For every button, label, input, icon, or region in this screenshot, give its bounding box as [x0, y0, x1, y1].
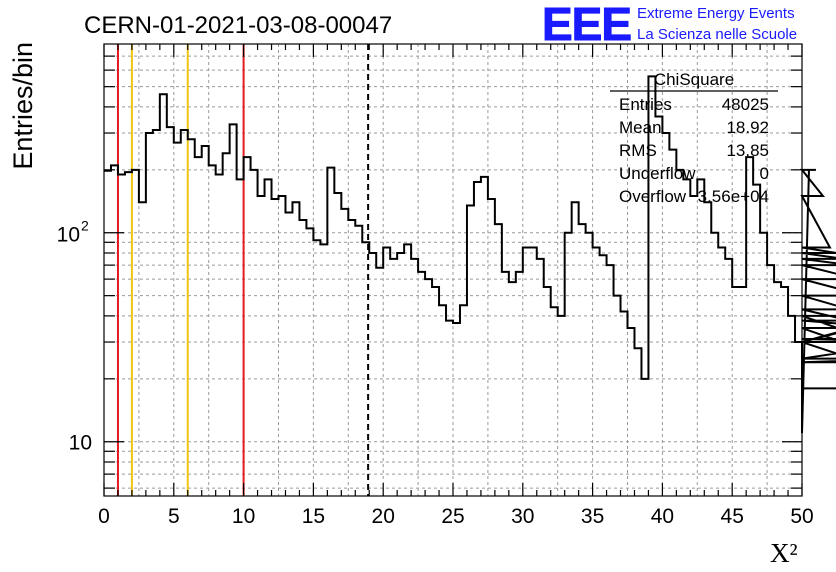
reference-lines	[116, 44, 370, 496]
eee-logo-line1: Extreme Energy Events	[637, 5, 795, 22]
grid	[104, 44, 802, 496]
histogram-series	[104, 75, 836, 434]
x-tick-label: 0	[98, 505, 110, 528]
x-tick-label: 40	[651, 505, 674, 528]
stats-row-label: Entries	[619, 95, 672, 114]
x-tick-label: 35	[581, 505, 604, 528]
x-axis-label: X²	[770, 538, 798, 568]
stats-box-rows: Entries 48025 Mean 18.92 RMS 13.85 Underflow 0 O…	[619, 95, 769, 206]
y-axis-label: Entries/bin	[8, 42, 38, 170]
x-tick-label: 25	[441, 505, 464, 528]
stats-row-value: 18.92	[726, 118, 769, 137]
x-tick-label: 50	[790, 505, 813, 528]
stats-row-label: RMS	[619, 141, 657, 160]
x-tick-label: 20	[372, 505, 395, 528]
y-tick-label: 10	[69, 432, 92, 455]
stats-box: ChiSquare Entries 48025 Mean 18.92 RMS 13.85 U…	[610, 70, 778, 206]
eee-logo-mark: EEE	[542, 0, 631, 50]
stats-row-value: 3.56e+04	[698, 187, 769, 206]
x-tick-label: 10	[232, 505, 255, 528]
x-tick-label: 45	[721, 505, 744, 528]
stats-box-title: ChiSquare	[654, 70, 734, 89]
stats-row-label: Mean	[619, 118, 662, 137]
y-tick-label: 10	[57, 224, 80, 247]
stats-row-value: 13.85	[726, 141, 769, 160]
stats-row-value: 0	[760, 164, 769, 183]
x-tick-label: 15	[302, 505, 325, 528]
eee-logo: EEE Extreme Energy Events La Scienza nel…	[542, 0, 798, 51]
x-tick-label: 5	[168, 505, 180, 528]
stats-row-value: 48025	[722, 95, 769, 114]
y-tick-label-exponent: 2	[81, 218, 89, 234]
eee-logo-line2: La Scienza nelle Scuole	[637, 26, 797, 43]
chart-title: CERN-01-2021-03-08-00047	[84, 12, 392, 39]
stats-row-label: Underflow	[619, 164, 696, 183]
x-tick-label: 30	[511, 505, 534, 528]
stats-row-label: Overflow	[619, 187, 687, 206]
